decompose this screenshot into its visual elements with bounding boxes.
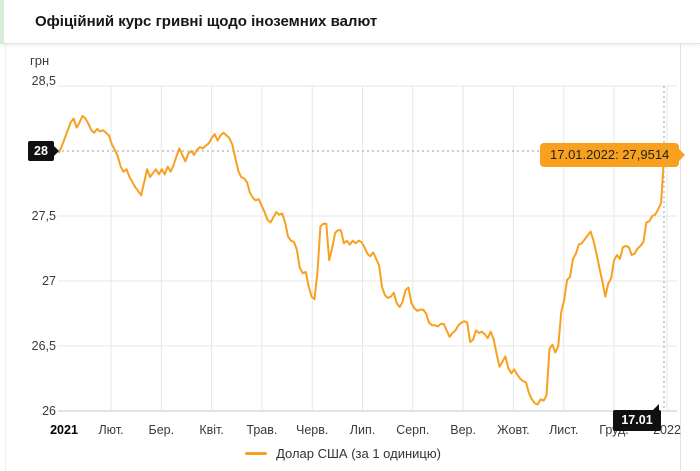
- legend-item-label: Долар США (за 1 одиницю): [276, 446, 441, 461]
- x-tick-label: Лип.: [349, 423, 376, 437]
- y-tick-label: 28,5: [31, 74, 56, 88]
- x-tick-label: Черв.: [296, 423, 329, 437]
- chart-tooltip: 17.01.2022: 27,9514: [540, 143, 686, 167]
- legend-line-swatch-icon: [245, 452, 268, 455]
- header: Офіційний курс гривні щодо іноземних вал…: [0, 0, 700, 44]
- legend: Долар США (за 1 одиницю): [6, 442, 680, 461]
- y-tick-label: 27: [42, 274, 56, 288]
- usd-exchange-rate-line-chart[interactable]: [6, 44, 680, 471]
- page-title: Офіційний курс гривні щодо іноземних вал…: [35, 13, 378, 30]
- x-tick-label: Серп.: [396, 423, 430, 437]
- x-tick-label: Вер.: [450, 423, 476, 437]
- x-tick-label: 2021: [50, 423, 78, 437]
- current-date-axis-badge: 17.01: [613, 404, 661, 431]
- y-tick-label: 26,5: [31, 339, 56, 353]
- current-rate-axis-badge: 28: [28, 141, 59, 161]
- x-tick-label: Трав.: [246, 423, 278, 437]
- chart-card: грн 28,5 27,5 27 26,5 26 2021 Лют. Бер. Квіт. Тр…: [5, 44, 686, 471]
- y-tick-label: 26: [42, 404, 56, 418]
- x-tick-label: Жовт.: [497, 423, 530, 437]
- chart-tooltip-text: 17.01.2022: 27,9514: [550, 147, 670, 162]
- x-tick-label: Лют.: [98, 423, 124, 437]
- current-rate-axis-badge-text: 28: [34, 144, 48, 158]
- y-tick-label: 27,5: [31, 209, 56, 223]
- x-tick-label: Бер.: [148, 423, 175, 437]
- y-axis-unit-label: грн: [30, 53, 50, 68]
- x-tick-label: Лист.: [549, 423, 579, 437]
- legend-item-usd[interactable]: Долар США (за 1 одиницю): [245, 446, 441, 461]
- x-tick-label: Квіт.: [199, 423, 224, 437]
- current-date-axis-badge-text: 17.01: [621, 413, 653, 427]
- usd-rate-line-series: [58, 114, 665, 406]
